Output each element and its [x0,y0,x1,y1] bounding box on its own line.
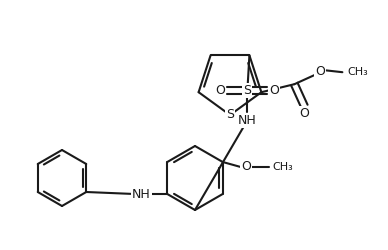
Text: NH: NH [238,114,257,127]
Text: O: O [315,65,325,78]
Text: O: O [269,84,279,97]
Text: S: S [243,84,251,97]
Text: CH₃: CH₃ [347,67,368,77]
Text: O: O [241,160,251,173]
Text: S: S [226,108,234,122]
Text: CH₃: CH₃ [273,162,293,172]
Text: O: O [300,107,309,120]
Text: NH: NH [132,188,151,200]
Text: O: O [215,84,225,97]
